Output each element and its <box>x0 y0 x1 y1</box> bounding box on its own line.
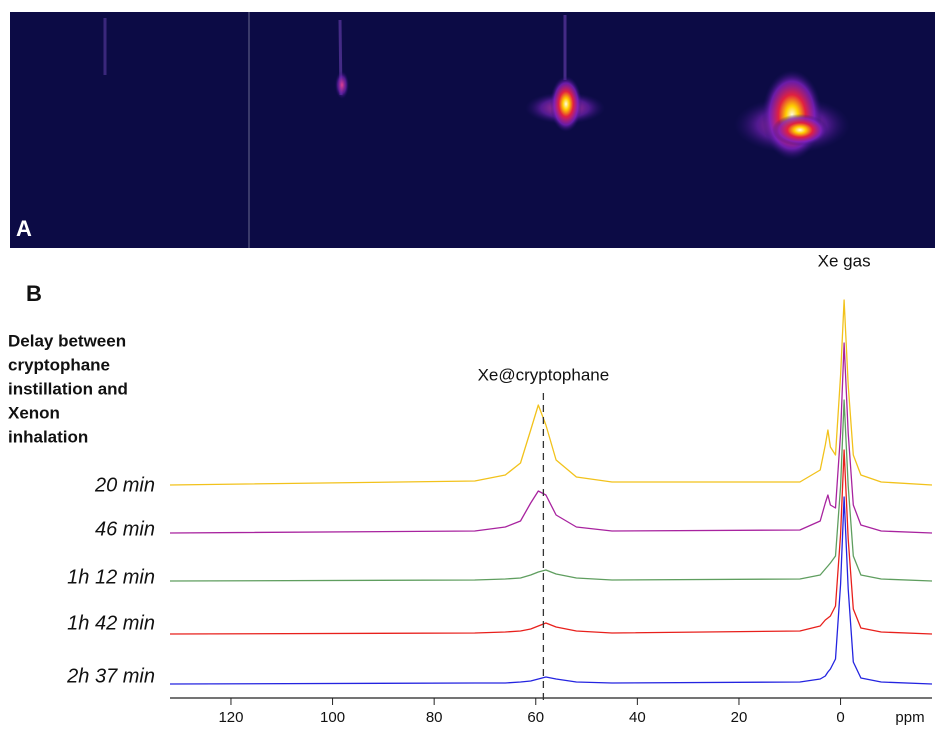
image-blob <box>772 114 828 146</box>
legend-title: Delay between <box>8 331 126 350</box>
x-tick-label: 80 <box>426 709 443 726</box>
legend-title: instillation and <box>8 379 128 398</box>
panel-label: A <box>16 216 32 241</box>
legend-title: inhalation <box>8 427 88 446</box>
image-blob <box>550 76 582 132</box>
spectrum-line <box>169 299 933 486</box>
spectrum-line <box>169 496 933 685</box>
legend-title: cryptophane <box>8 355 110 374</box>
image-blob <box>335 71 349 99</box>
spectrum-line <box>169 399 933 582</box>
series-label: 1h 42 min <box>67 612 155 634</box>
annotation: Xe@cryptophane <box>478 365 610 384</box>
series-label: 20 min <box>94 474 155 496</box>
spectrum-line <box>169 342 933 534</box>
x-tick-label: 0 <box>836 709 844 726</box>
legend-title: Xenon <box>8 403 60 422</box>
annotation: Xe gas <box>818 251 871 270</box>
image-panel: A <box>10 12 935 248</box>
series-label: 2h 37 min <box>66 665 155 687</box>
x-tick-label: 100 <box>320 709 345 726</box>
x-tick-label: 20 <box>731 709 748 726</box>
spectrum-line <box>169 449 933 635</box>
panel-label: B <box>26 281 42 306</box>
x-tick-label: 40 <box>629 709 646 726</box>
x-tick-label: 120 <box>218 709 243 726</box>
series-label: 46 min <box>95 518 155 540</box>
series-label: 1h 12 min <box>67 566 155 588</box>
x-axis-label: ppm <box>895 709 924 726</box>
x-tick-label: 60 <box>527 709 544 726</box>
